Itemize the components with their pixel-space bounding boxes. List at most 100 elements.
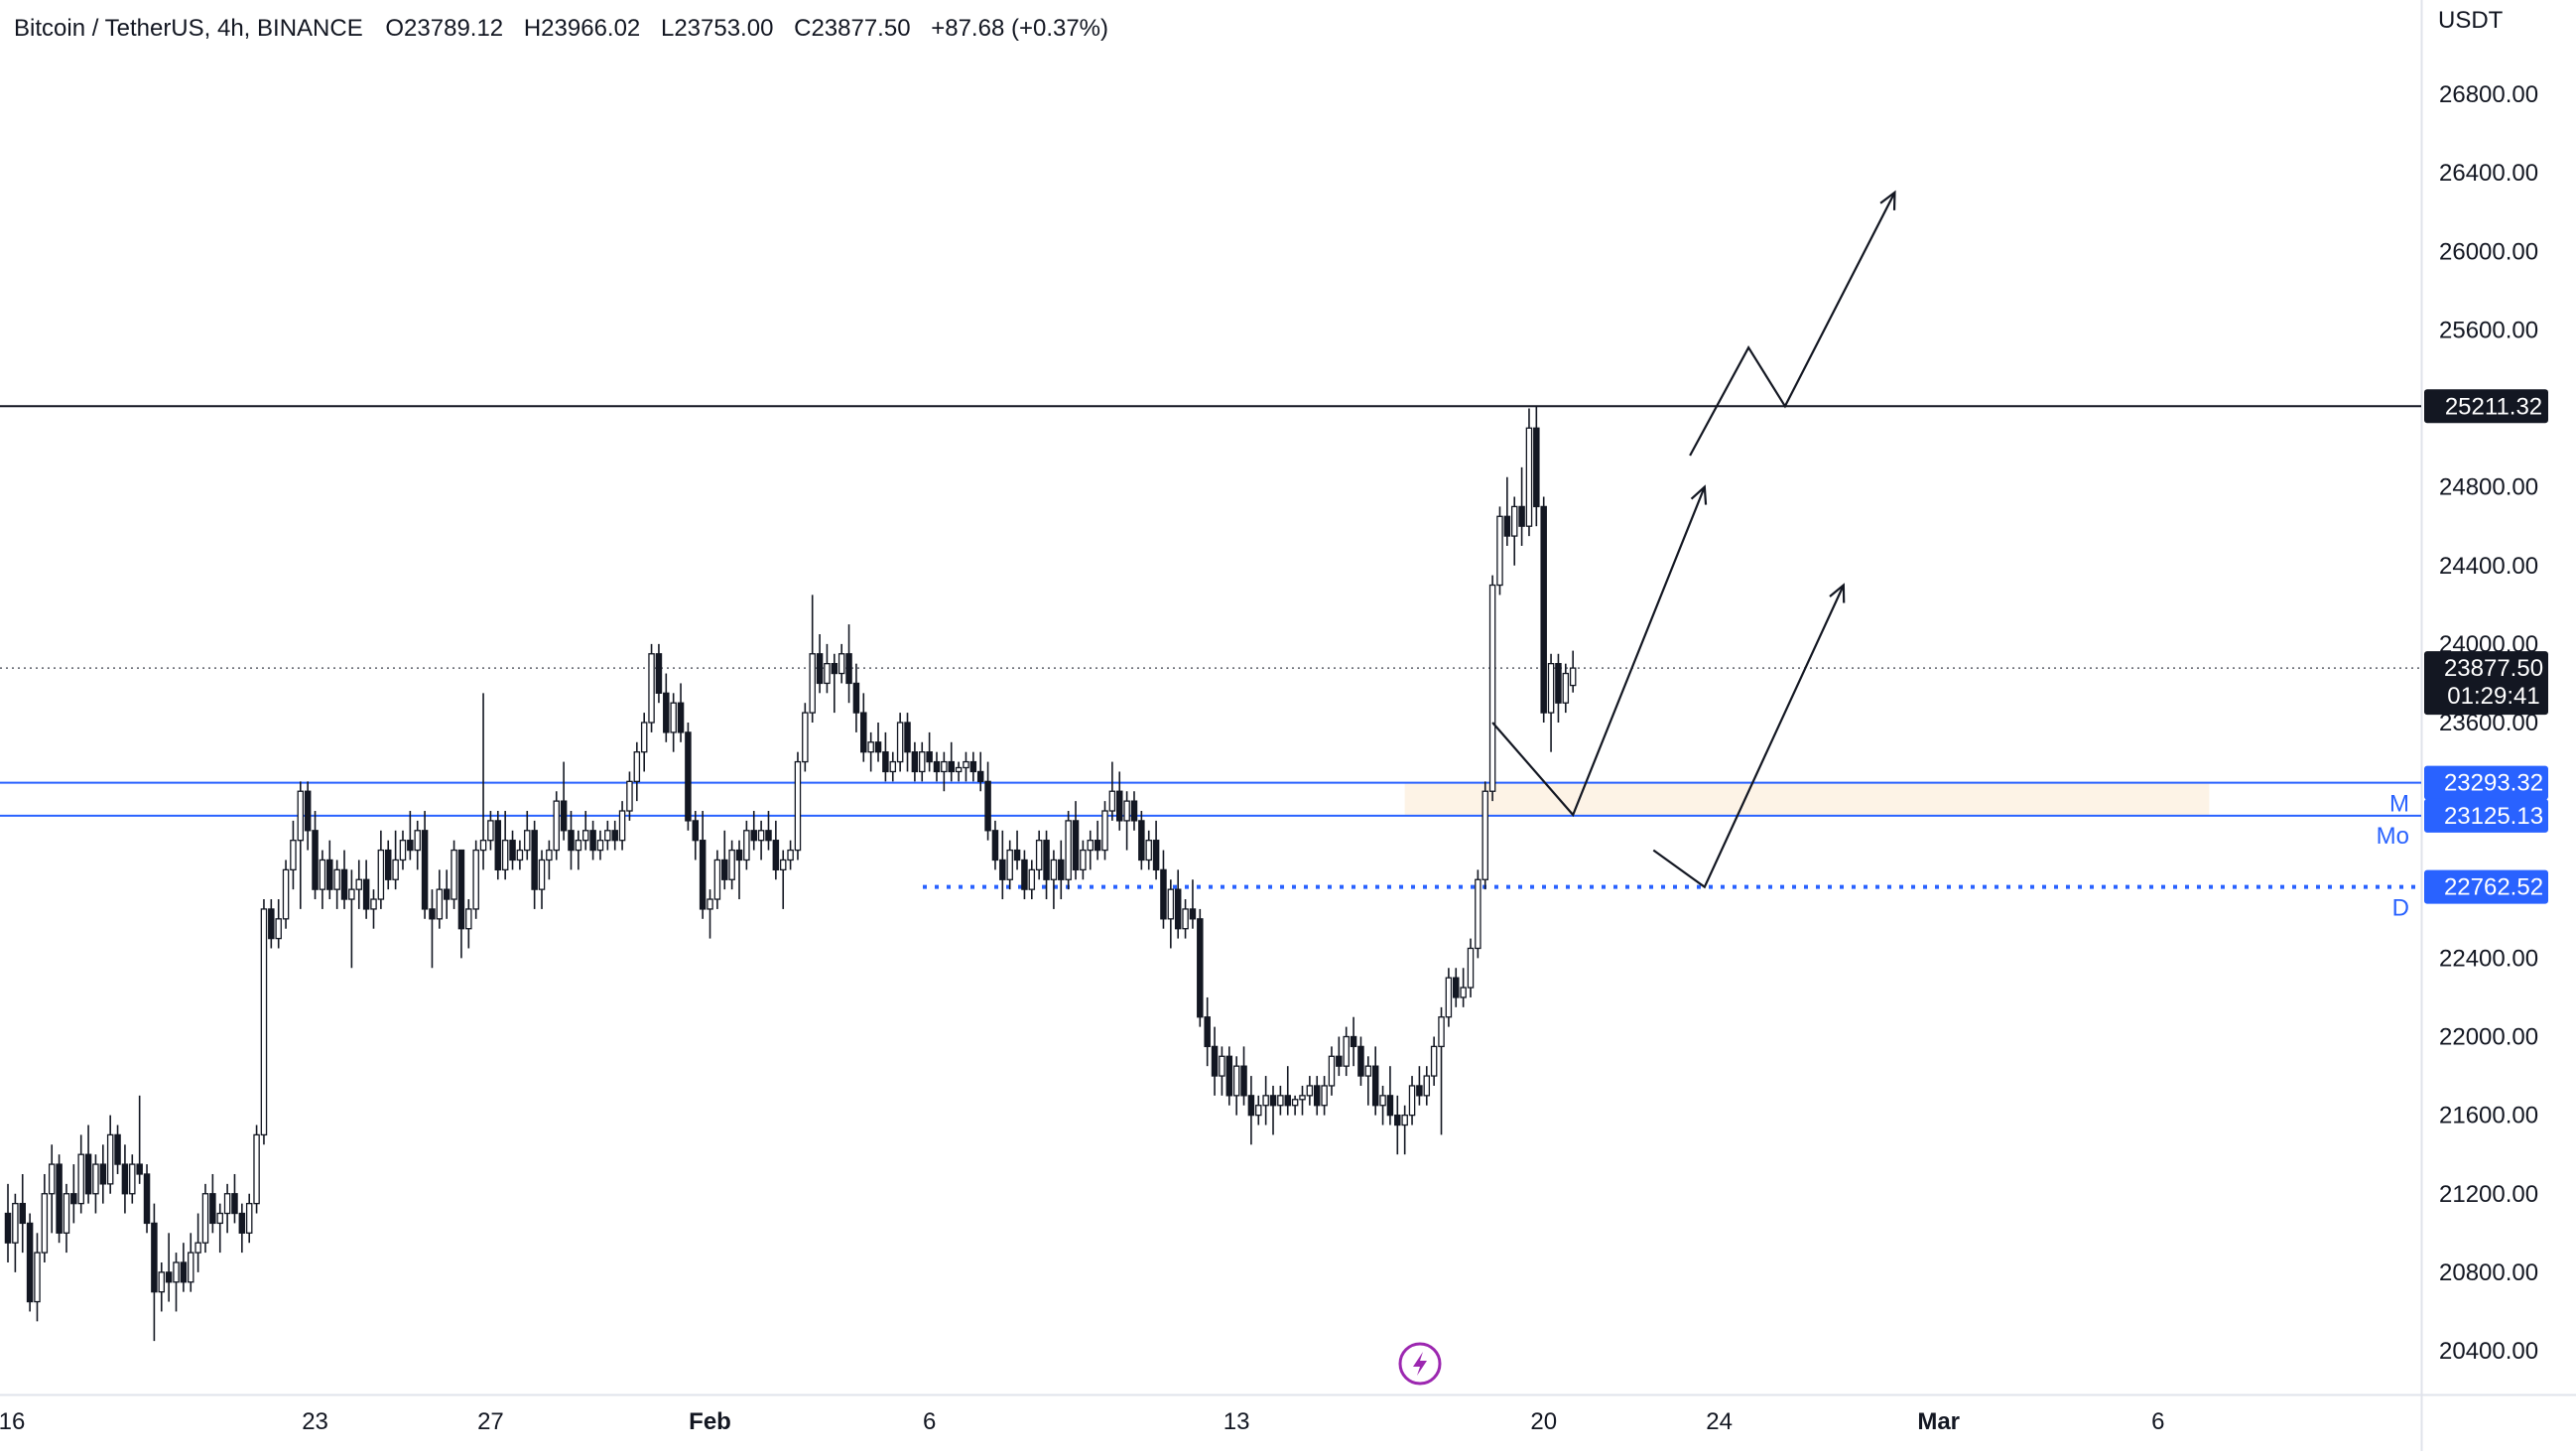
candle[interactable] bbox=[611, 820, 618, 851]
candle[interactable] bbox=[1255, 1095, 1262, 1125]
candle[interactable] bbox=[1211, 1026, 1219, 1096]
candle[interactable] bbox=[626, 771, 633, 821]
candle[interactable] bbox=[1043, 830, 1050, 900]
candle[interactable] bbox=[670, 693, 677, 752]
candle[interactable] bbox=[926, 731, 933, 772]
candle[interactable] bbox=[12, 1193, 19, 1272]
candle[interactable] bbox=[581, 811, 589, 851]
candle[interactable] bbox=[180, 1243, 188, 1292]
candle[interactable] bbox=[1408, 1076, 1416, 1125]
candle[interactable] bbox=[1364, 1056, 1372, 1106]
candle[interactable] bbox=[640, 713, 648, 772]
candle[interactable] bbox=[757, 820, 765, 860]
candle[interactable] bbox=[589, 820, 596, 860]
candle[interactable] bbox=[231, 1173, 238, 1224]
candle[interactable] bbox=[948, 741, 955, 782]
candle[interactable] bbox=[84, 1125, 92, 1204]
candle[interactable] bbox=[106, 1115, 114, 1194]
candle[interactable] bbox=[1225, 1046, 1233, 1106]
candle[interactable] bbox=[465, 899, 472, 949]
candle[interactable] bbox=[699, 811, 707, 919]
candle[interactable] bbox=[429, 889, 436, 969]
candle[interactable] bbox=[663, 673, 670, 742]
candle[interactable] bbox=[1021, 850, 1028, 900]
candle[interactable] bbox=[919, 741, 926, 782]
candle[interactable] bbox=[1247, 1076, 1255, 1145]
candle[interactable] bbox=[151, 1203, 158, 1342]
candle[interactable] bbox=[209, 1173, 216, 1234]
candle[interactable] bbox=[399, 830, 407, 870]
candle[interactable] bbox=[1240, 1046, 1247, 1106]
candle[interactable] bbox=[852, 663, 860, 732]
candle[interactable] bbox=[1130, 791, 1138, 831]
candle[interactable] bbox=[472, 840, 479, 919]
candle[interactable] bbox=[1167, 879, 1175, 949]
candle[interactable] bbox=[70, 1164, 77, 1224]
candle[interactable] bbox=[4, 1183, 12, 1262]
candle[interactable] bbox=[1306, 1076, 1314, 1106]
candle[interactable] bbox=[824, 643, 831, 694]
candle[interactable] bbox=[1343, 1026, 1350, 1077]
candle[interactable] bbox=[816, 633, 824, 694]
candle[interactable] bbox=[41, 1173, 49, 1262]
candle[interactable] bbox=[501, 811, 509, 880]
candle[interactable] bbox=[596, 830, 604, 860]
candle[interactable] bbox=[1394, 1095, 1401, 1155]
candle[interactable] bbox=[165, 1233, 173, 1302]
candle[interactable] bbox=[1028, 860, 1036, 900]
candles[interactable] bbox=[4, 406, 1577, 1342]
candle[interactable] bbox=[1035, 830, 1043, 880]
candle[interactable] bbox=[268, 899, 275, 949]
candle[interactable] bbox=[1197, 908, 1204, 1027]
candle[interactable] bbox=[187, 1233, 194, 1292]
candle[interactable] bbox=[1569, 650, 1577, 693]
candle[interactable] bbox=[1123, 791, 1130, 851]
candle[interactable] bbox=[860, 693, 867, 762]
candle[interactable] bbox=[216, 1203, 223, 1254]
candle[interactable] bbox=[1262, 1076, 1269, 1125]
candle[interactable] bbox=[633, 741, 641, 802]
candle[interactable] bbox=[765, 811, 772, 851]
candle[interactable] bbox=[779, 850, 787, 909]
candle[interactable] bbox=[414, 820, 421, 870]
candle[interactable] bbox=[1379, 1085, 1386, 1125]
candle[interactable] bbox=[575, 830, 582, 870]
projection-drawings[interactable] bbox=[1491, 190, 1896, 889]
candle[interactable] bbox=[136, 1095, 143, 1184]
candle[interactable] bbox=[290, 820, 297, 890]
candle[interactable] bbox=[443, 869, 451, 919]
candle[interactable] bbox=[201, 1183, 209, 1254]
candle[interactable] bbox=[92, 1154, 99, 1214]
candle[interactable] bbox=[1481, 781, 1488, 890]
candle[interactable] bbox=[1460, 968, 1467, 1007]
candle[interactable] bbox=[728, 840, 735, 890]
candle[interactable] bbox=[1145, 830, 1152, 870]
candle[interactable] bbox=[904, 713, 911, 772]
candle[interactable] bbox=[275, 899, 282, 949]
candle[interactable] bbox=[1423, 1066, 1431, 1106]
candle[interactable] bbox=[509, 830, 516, 870]
candle[interactable] bbox=[1291, 1095, 1299, 1116]
candle[interactable] bbox=[524, 811, 531, 860]
candle[interactable] bbox=[1138, 811, 1145, 870]
candle[interactable] bbox=[560, 761, 568, 841]
candle[interactable] bbox=[721, 830, 728, 890]
candle[interactable] bbox=[99, 1144, 107, 1204]
candle[interactable] bbox=[348, 869, 355, 969]
candle[interactable] bbox=[77, 1134, 84, 1214]
candle[interactable] bbox=[516, 840, 524, 870]
candle[interactable] bbox=[56, 1154, 63, 1244]
chart-legend[interactable]: Bitcoin / TetherUS, 4h, BINANCE O23789.1… bbox=[14, 15, 1108, 42]
candle[interactable] bbox=[802, 703, 809, 772]
candle[interactable] bbox=[1533, 406, 1540, 527]
candle[interactable] bbox=[984, 761, 991, 841]
time-scale[interactable]: 16 23 27 Feb 6 13 20 24 Mar 6 bbox=[0, 1408, 2164, 1435]
candle[interactable] bbox=[158, 1261, 166, 1312]
candle[interactable] bbox=[19, 1173, 26, 1254]
candle[interactable] bbox=[831, 653, 838, 714]
candle[interactable] bbox=[1518, 466, 1525, 546]
candle[interactable] bbox=[421, 811, 429, 919]
candle[interactable] bbox=[377, 830, 385, 909]
candle[interactable] bbox=[297, 781, 305, 909]
candle[interactable] bbox=[245, 1193, 253, 1244]
